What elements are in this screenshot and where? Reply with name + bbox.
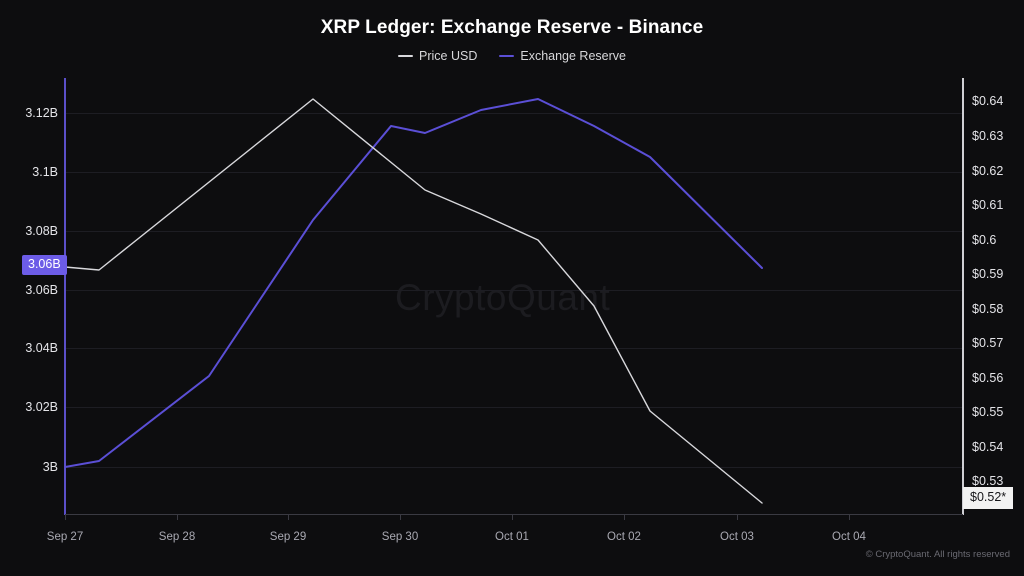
x-tick-7 (849, 514, 850, 520)
y-axis-right-label: $0.6 (972, 233, 997, 247)
gridline-5 (65, 407, 963, 408)
gridline-3 (65, 290, 963, 291)
y-axis-right-labels: $0.64 $0.63 $0.62 $0.61 $0.6 $0.59 $0.58 $0.57 $… (972, 0, 1024, 576)
gridline-1 (65, 172, 963, 173)
chart-legend: Price USD Exchange Reserve (0, 49, 1024, 63)
gridline-4 (65, 348, 963, 349)
legend-item-price-usd[interactable]: Price USD (398, 49, 477, 63)
y-axis-left-label: 3B (42, 460, 58, 474)
gridline-0 (65, 113, 963, 114)
y-axis-right-label: $0.53 (972, 474, 1004, 488)
y-axis-left-line (64, 78, 66, 515)
x-axis-label: Sep 29 (269, 531, 307, 543)
y-axis-left-label: 3.12B (25, 106, 58, 120)
page-title: XRP Ledger: Exchange Reserve - Binance (320, 17, 704, 38)
y-axis-right-label: $0.54 (972, 440, 1004, 454)
x-tick-5 (624, 514, 625, 520)
gridline-2 (65, 231, 963, 232)
y-axis-right-label: $0.56 (972, 371, 1004, 385)
chart-plot-area (65, 78, 963, 510)
x-axis-label: Oct 01 (495, 531, 529, 543)
x-axis-line (65, 514, 963, 515)
y-axis-right-label: $0.62 (972, 164, 1004, 178)
series-line-exchange-reserve (65, 98, 763, 468)
x-axis-label: Oct 04 (832, 531, 866, 543)
y-axis-right-line (962, 78, 964, 515)
x-tick-0 (65, 514, 66, 520)
series-line-price-usd (65, 98, 763, 504)
y-axis-right-label: $0.63 (972, 129, 1004, 143)
y-axis-right-label: $0.55 (972, 405, 1004, 419)
y-axis-right-label: $0.57 (972, 336, 1004, 350)
legend-swatch-exchange-reserve (499, 55, 515, 57)
legend-item-exchange-reserve[interactable]: Exchange Reserve (499, 49, 626, 63)
gridline-6 (65, 467, 963, 468)
y-axis-right-label: $0.64 (972, 94, 1004, 108)
y-axis-left-labels: 3.12B 3.1B 3.08B 3.06B 3.04B 3.02B 3B (0, 0, 58, 576)
x-axis-label: Oct 03 (720, 531, 754, 543)
copyright-footer: © CryptoQuant. All rights reserved (865, 549, 1010, 560)
y-axis-right-label: $0.61 (972, 198, 1004, 212)
legend-swatch-price-usd (398, 55, 414, 57)
x-tick-2 (288, 514, 289, 520)
x-tick-3 (400, 514, 401, 520)
y-axis-left-label: 3.04B (25, 341, 58, 355)
y-axis-left-label: 3.06B (25, 283, 58, 297)
y-axis-right-label: $0.59 (972, 267, 1004, 281)
legend-label-price-usd: Price USD (419, 49, 478, 63)
x-axis-label: Sep 30 (381, 531, 419, 543)
y-axis-left-label: 3.08B (25, 224, 58, 238)
x-axis-label: Sep 28 (158, 531, 196, 543)
x-axis-label: Oct 02 (607, 531, 641, 543)
x-tick-1 (177, 514, 178, 520)
chart-series-svg (65, 98, 763, 504)
x-tick-6 (737, 514, 738, 520)
cryptoquant-watermark: CryptoQuant (395, 277, 611, 318)
y-axis-right-label: $0.58 (972, 302, 1004, 316)
current-reserve-badge: 3.06B (22, 255, 67, 275)
y-axis-left-label: 3.02B (25, 400, 58, 414)
current-price-badge: $0.52* (963, 487, 1014, 509)
x-tick-4 (512, 514, 513, 520)
legend-label-exchange-reserve: Exchange Reserve (520, 49, 626, 63)
y-axis-left-label: 3.1B (32, 165, 58, 179)
x-axis-label: Sep 27 (46, 531, 84, 543)
